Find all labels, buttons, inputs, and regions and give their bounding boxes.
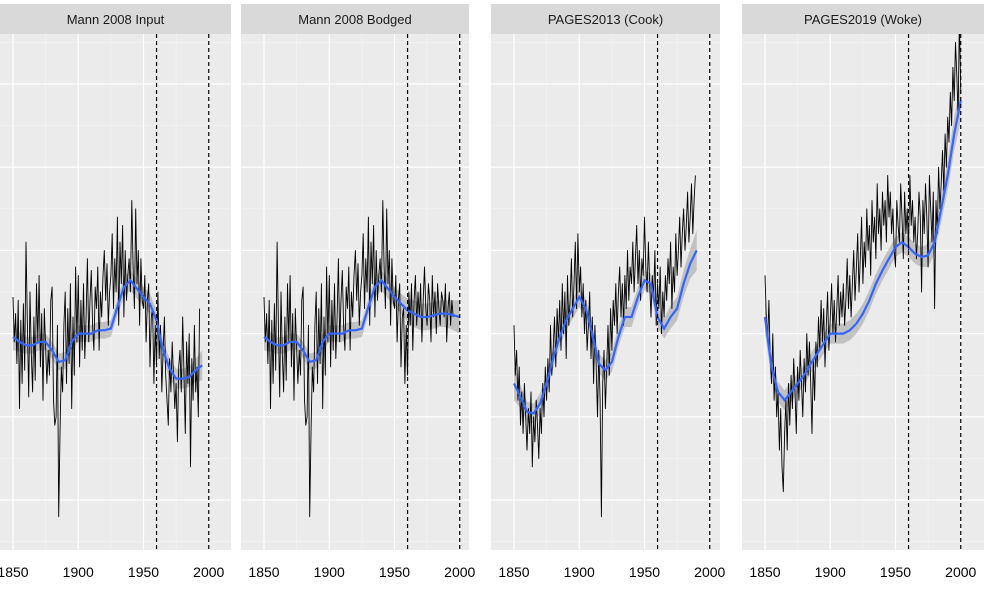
smoothed-series-line [763, 100, 962, 402]
facet-panel: Mann 2008 Input 1850 1900 1950 2000 [0, 4, 231, 580]
facet-title: Mann 2008 Input [67, 12, 165, 27]
facet-panel: PAGES2019 (Woke) 1850 1900 1950 2000 [742, 4, 984, 580]
raw-series-line [263, 200, 454, 518]
facet-title: Mann 2008 Bodged [298, 12, 411, 27]
x-tick-label: 2000 [945, 564, 976, 580]
raw-series-line [764, 34, 962, 493]
x-tick-label: 1850 [0, 564, 29, 580]
raw-series-line [12, 200, 201, 518]
x-tick-label: 1900 [564, 564, 595, 580]
x-tick-label: 1900 [314, 564, 345, 580]
facet-strip [491, 4, 720, 34]
confidence-band [264, 270, 460, 371]
confidence-band [514, 230, 697, 424]
x-tick-label: 2000 [694, 564, 725, 580]
facet-strip [241, 4, 469, 34]
x-tick-label: 1900 [815, 564, 846, 580]
x-tick-label: 1950 [629, 564, 660, 580]
smoothed-series-line [513, 249, 698, 415]
smoothed-series-line [263, 278, 461, 364]
smoothed-series-line [12, 278, 203, 380]
x-tick-label: 1850 [749, 564, 780, 580]
x-tick-label: 1950 [880, 564, 911, 580]
x-tick-label: 1900 [63, 564, 94, 580]
facet-title: PAGES2019 (Woke) [804, 12, 922, 27]
x-tick-label: 1950 [128, 564, 159, 580]
x-tick-label: 2000 [444, 564, 475, 580]
x-tick-label: 1950 [379, 564, 410, 580]
x-tick-label: 1850 [248, 564, 279, 580]
facet-panel: PAGES2013 (Cook) 1850 1900 1950 2000 [491, 4, 726, 580]
raw-series-line [513, 175, 696, 518]
x-tick-label: 2000 [193, 564, 224, 580]
facet-strip [742, 4, 984, 34]
facet-strip [0, 4, 231, 34]
x-tick-label: 1850 [498, 564, 529, 580]
facet-title: PAGES2013 (Cook) [548, 12, 663, 27]
facet-panel: Mann 2008 Bodged 1850 1900 1950 2000 [241, 4, 476, 580]
